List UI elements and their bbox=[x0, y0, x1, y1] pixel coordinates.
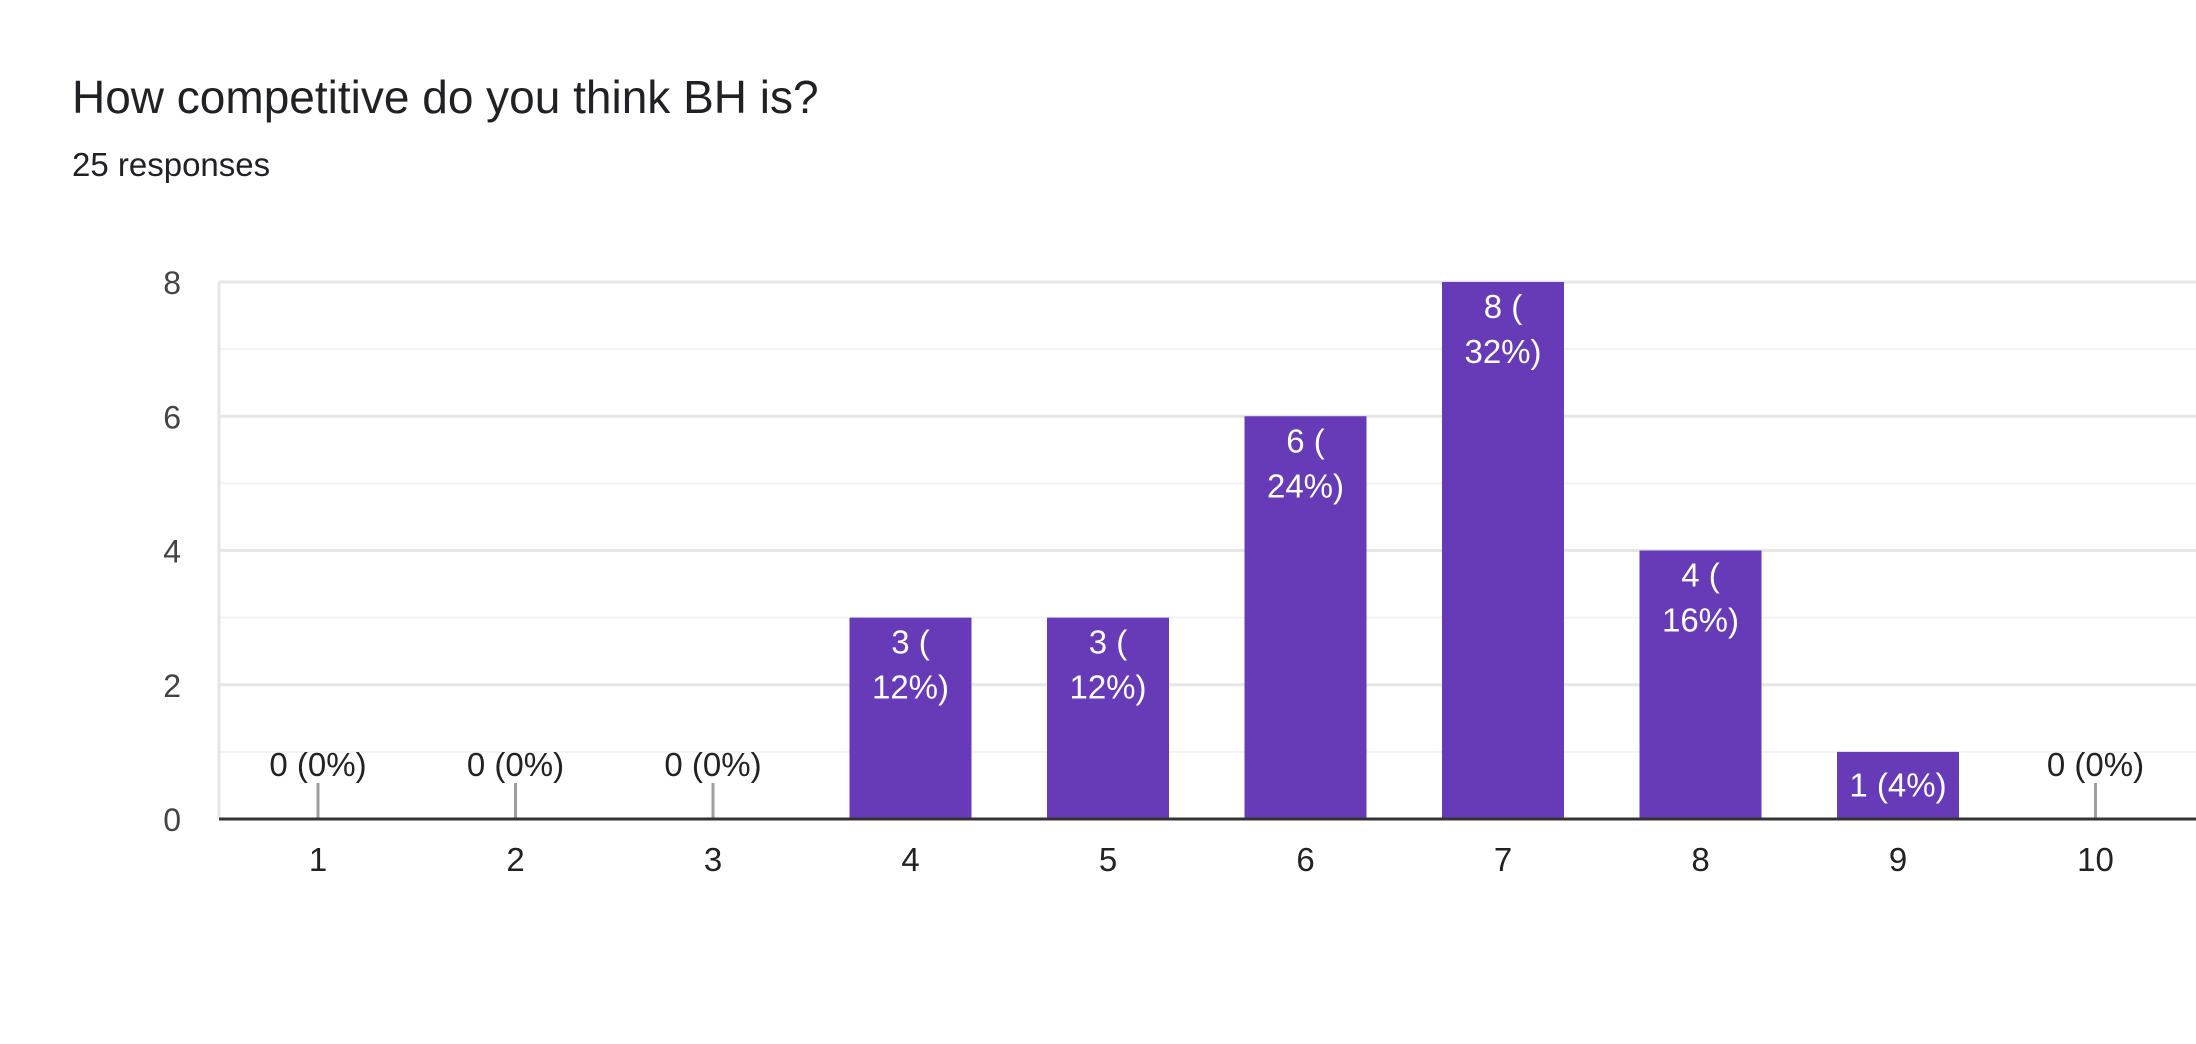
x-tick-label: 8 bbox=[1691, 841, 1709, 878]
bar bbox=[1442, 282, 1564, 819]
data-label: 12%) bbox=[1069, 669, 1146, 706]
y-tick-label: 8 bbox=[163, 265, 181, 301]
data-label: 6 ( bbox=[1286, 422, 1325, 459]
x-tick-label: 1 bbox=[309, 841, 327, 878]
data-label: 0 (0%) bbox=[2047, 746, 2144, 783]
x-tick-label: 5 bbox=[1099, 841, 1117, 878]
data-label: 4 ( bbox=[1681, 557, 1720, 594]
data-label: 8 ( bbox=[1484, 288, 1523, 325]
bar bbox=[1047, 617, 1169, 819]
y-tick-label: 4 bbox=[163, 534, 181, 570]
y-tick-label: 0 bbox=[163, 802, 181, 838]
bar bbox=[849, 617, 972, 819]
data-label: 24%) bbox=[1267, 467, 1344, 504]
data-label: 3 ( bbox=[891, 624, 930, 661]
response-count: 25 responses bbox=[72, 146, 271, 183]
x-tick-label: 3 bbox=[704, 841, 722, 878]
data-label: 0 (0%) bbox=[467, 746, 564, 783]
chart-title: How competitive do you think BH is? bbox=[72, 71, 819, 123]
y-tick-label: 6 bbox=[163, 399, 181, 435]
bar bbox=[1837, 751, 1959, 819]
y-tick-label: 2 bbox=[163, 668, 181, 704]
data-label: 3 ( bbox=[1089, 624, 1128, 661]
data-label: 12%) bbox=[872, 669, 949, 706]
x-tick-label: 2 bbox=[506, 841, 524, 878]
bar bbox=[1244, 416, 1367, 819]
data-label: 0 (0%) bbox=[664, 746, 761, 783]
x-tick-label: 7 bbox=[1494, 841, 1512, 878]
bar bbox=[1639, 550, 1762, 819]
data-label: 16%) bbox=[1662, 602, 1739, 639]
x-tick-label: 4 bbox=[901, 841, 919, 878]
data-label: 0 (0%) bbox=[269, 746, 366, 783]
x-tick-label: 9 bbox=[1889, 841, 1907, 878]
x-tick-label: 10 bbox=[2077, 841, 2114, 878]
x-tick-label: 6 bbox=[1296, 841, 1314, 878]
data-label: 1 (4%) bbox=[1849, 766, 1946, 803]
data-label: 32%) bbox=[1464, 333, 1541, 370]
